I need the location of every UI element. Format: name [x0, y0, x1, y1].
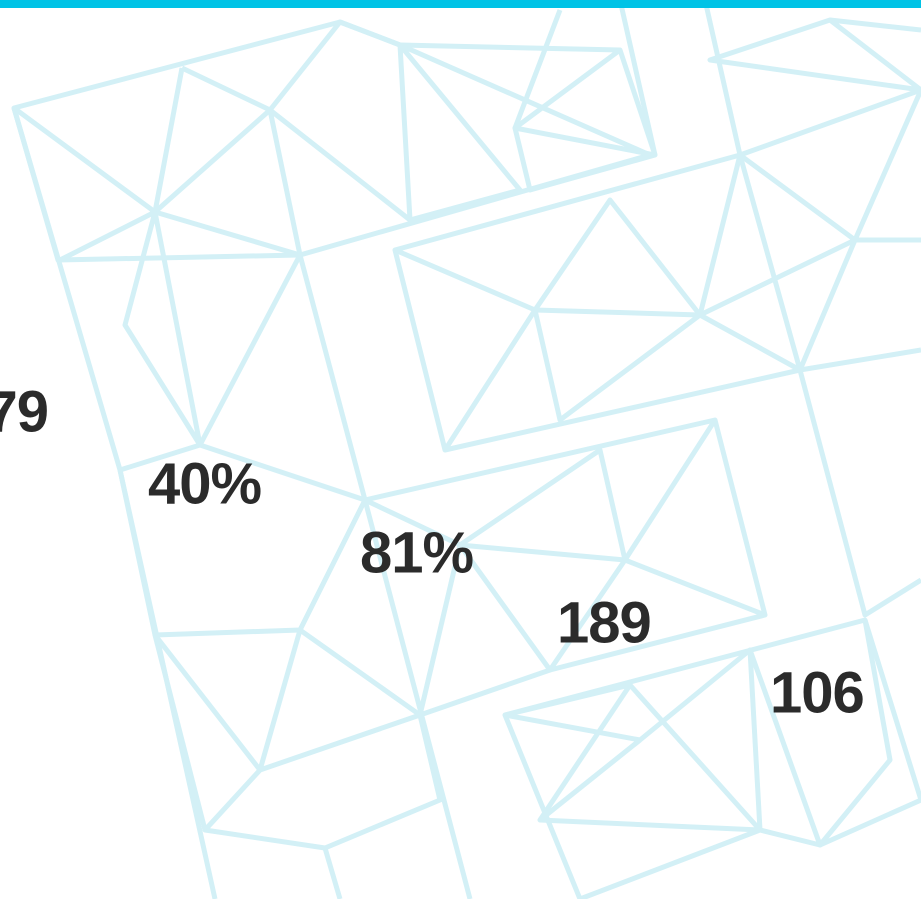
stat-value: 81% [360, 520, 474, 585]
slide: 79 40% 81% 189 106 [0, 0, 921, 899]
stat-value: 106 [770, 660, 864, 725]
stat-value: 79 [0, 379, 48, 444]
top-bar [0, 0, 921, 8]
stat-value: 189 [557, 590, 651, 655]
stat-value: 40% [148, 451, 262, 516]
background-pattern [14, 0, 921, 899]
